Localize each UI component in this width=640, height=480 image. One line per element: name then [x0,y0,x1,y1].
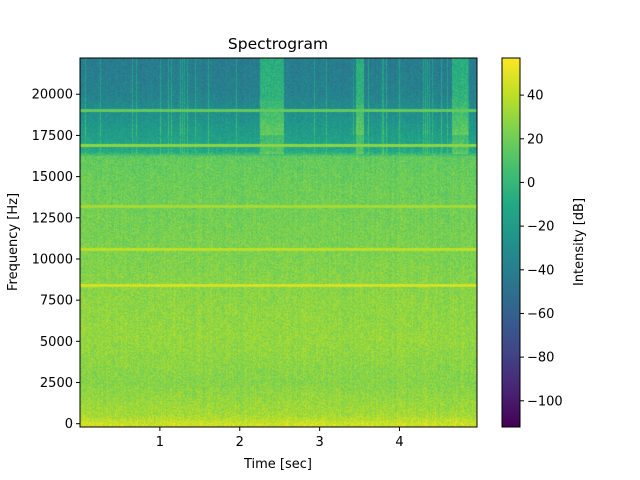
plot-area [79,57,478,428]
y-tick-label: 5000 [40,335,73,350]
chart-title: Spectrogram [228,35,328,53]
colorbar-gradient [501,57,521,428]
x-tick-label: 3 [315,435,323,450]
y-axis-label: Frequency [Hz] [6,193,21,291]
colorbar: 40 20 0 −20 −40 −60 −80 −100 Intensity [dB] [501,57,587,428]
colorbar-tick-label: −80 [527,351,554,366]
y-tick-label: 2500 [40,376,73,391]
y-tick-label: 12500 [32,211,73,226]
y-tick-label: 17500 [32,129,73,144]
y-tick-label: 7500 [40,294,73,309]
colorbar-tick-label: −40 [527,263,554,278]
y-tick-label: 0 [65,417,73,432]
colorbar-tick-label: 20 [527,132,544,147]
spectrogram-image [80,58,477,427]
x-tick-label: 4 [395,435,403,450]
x-axis: 1 2 3 4 [156,427,404,450]
colorbar-tick-label: 0 [527,176,535,191]
colorbar-ticks: 40 20 0 −20 −40 −60 −80 −100 [520,89,563,409]
y-tick-label: 10000 [32,252,73,267]
colorbar-tick-label: −100 [527,394,563,409]
x-tick-label: 2 [236,435,244,450]
y-axis: 0 2500 5000 7500 10000 12500 15000 17500 20000 [32,88,80,432]
x-tick-label: 1 [156,435,164,450]
plot-frame [79,57,478,428]
colorbar-tick-label: 40 [527,89,544,104]
colorbar-label: Intensity [dB] [572,198,587,286]
colorbar-tick-label: −20 [527,220,554,235]
x-axis-label: Time [sec] [243,457,312,472]
colorbar-tick-label: −60 [527,307,554,322]
y-tick-label: 20000 [32,88,73,103]
y-tick-label: 15000 [32,170,73,185]
